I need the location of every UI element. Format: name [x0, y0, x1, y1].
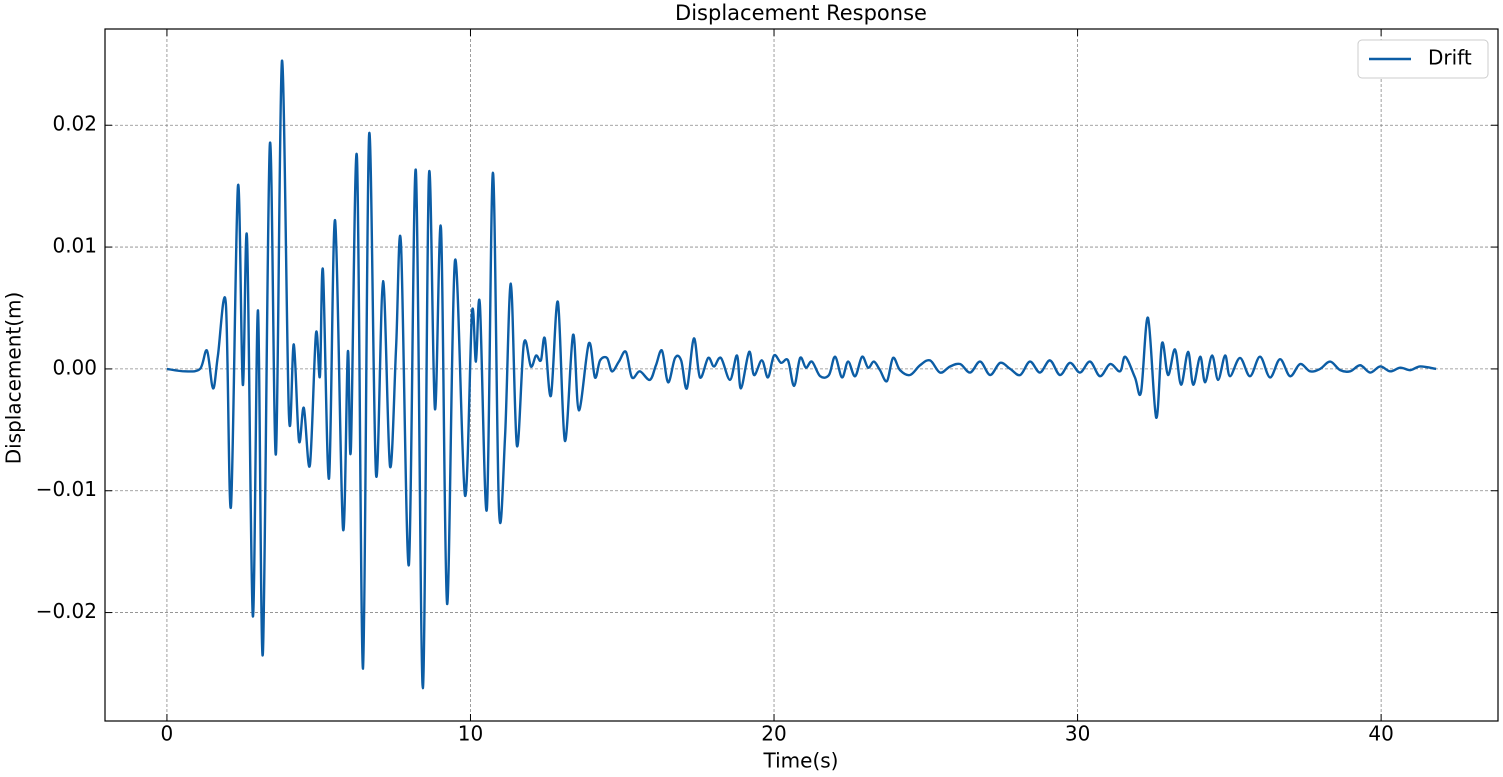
y-tick-label: 0.02	[52, 112, 97, 136]
plot-frame	[104, 28, 1499, 722]
legend-label: Drift	[1428, 46, 1472, 70]
y-tick-label: −0.02	[36, 599, 97, 623]
y-axis-label: Displacement(m)	[2, 292, 26, 465]
x-tick-label: 10	[458, 722, 483, 746]
x-tick-label: 0	[161, 722, 174, 746]
x-tick-label: 30	[1065, 722, 1090, 746]
data-line	[166, 59, 1437, 690]
x-tick-label: 20	[761, 722, 786, 746]
chart-title: Displacement Response	[675, 1, 927, 25]
y-tick-label: −0.01	[36, 477, 97, 501]
x-axis-label: Time(s)	[763, 749, 839, 773]
x-tick-label: 40	[1368, 722, 1393, 746]
legend-box	[1357, 39, 1489, 79]
y-tick-label: 0.01	[52, 234, 97, 258]
y-tick-label: 0.00	[52, 355, 97, 379]
